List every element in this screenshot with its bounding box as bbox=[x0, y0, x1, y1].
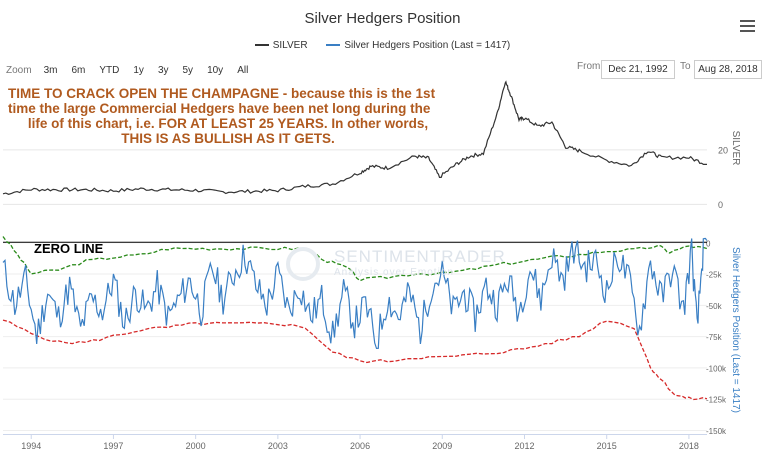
range-from-input[interactable]: Dec 21, 1992 bbox=[601, 60, 675, 79]
zoom-button-5y[interactable]: 5y bbox=[176, 63, 200, 78]
x-tick-label: 2006 bbox=[350, 441, 370, 451]
x-tick-label: 2009 bbox=[432, 441, 452, 451]
hedgers-y-tick-label: -150k bbox=[706, 427, 727, 436]
zoom-button-3m[interactable]: 3m bbox=[37, 63, 64, 78]
legend-item-hedgers[interactable]: Silver Hedgers Position (Last = 1417) bbox=[326, 40, 510, 51]
legend: SILVER Silver Hedgers Position (Last = 1… bbox=[0, 38, 765, 51]
range-to-input[interactable]: Aug 28, 2018 bbox=[694, 60, 762, 79]
zoom-button-ytd[interactable]: YTD bbox=[93, 63, 126, 78]
hedgers-y-tick-label: -75k bbox=[706, 333, 723, 342]
hedgers-y-tick-label: -25k bbox=[706, 271, 723, 280]
annotation-line-1: TIME TO CRACK OPEN THE CHAMPAGNE - becau… bbox=[8, 86, 436, 101]
chart-title: Silver Hedgers Position bbox=[304, 10, 461, 27]
annotation-line-2: time the large Commercial Hedgers have b… bbox=[8, 101, 431, 116]
legend-label-silver: SILVER bbox=[272, 39, 308, 51]
silver-y-tick-label: 0 bbox=[718, 200, 723, 210]
watermark-title: SENTIMENTRADER bbox=[334, 247, 506, 266]
x-tick-label: 1997 bbox=[103, 441, 123, 451]
legend-label-hedgers: Silver Hedgers Position (Last = 1417) bbox=[344, 39, 511, 51]
x-tick-label: 2015 bbox=[597, 441, 617, 451]
annotation-line-4: THIS IS AS BULLISH AS IT GETS. bbox=[121, 131, 335, 146]
hamburger-menu-icon[interactable] bbox=[740, 20, 755, 32]
silver-axis-label: SILVER bbox=[730, 131, 741, 166]
zoom-button-6m[interactable]: 6m bbox=[65, 63, 92, 78]
x-tick-label: 2003 bbox=[268, 441, 288, 451]
legend-swatch-hedgers bbox=[326, 44, 341, 46]
x-tick-label: 1994 bbox=[21, 441, 41, 451]
upper-band-green-dashed bbox=[2, 236, 708, 282]
zoom-button-all[interactable]: All bbox=[231, 63, 255, 78]
zoom-button-1y[interactable]: 1y bbox=[127, 63, 150, 78]
hedgers-y-tick-label: -50k bbox=[706, 302, 723, 311]
watermark-logo-icon bbox=[286, 247, 320, 281]
silver-price-line bbox=[2, 80, 708, 195]
range-to-label: To bbox=[680, 61, 691, 72]
silver-y-tick-label: 20 bbox=[718, 145, 728, 155]
hedgers-y-tick-label: -100k bbox=[706, 364, 727, 373]
hedgers-position-line bbox=[2, 237, 708, 350]
lower-band-red-dashed bbox=[2, 319, 708, 401]
x-tick-label: 2018 bbox=[679, 441, 699, 451]
sentimentrader-watermark: SENTIMENTRADER Analysis over Emotion bbox=[286, 247, 506, 281]
annotation-line-3: life of this chart, i.e. FOR AT LEAST 25… bbox=[27, 116, 429, 131]
hedgers-axis-label: Silver Hedgers Position (Last = 1417) bbox=[730, 247, 741, 413]
x-tick-label: 2000 bbox=[186, 441, 206, 451]
hedgers-y-tick-label: 0 bbox=[706, 239, 711, 248]
zoom-button-3y[interactable]: 3y bbox=[151, 63, 175, 78]
legend-swatch-silver bbox=[254, 44, 269, 46]
range-from-label: From bbox=[577, 61, 601, 72]
zoom-button-10y[interactable]: 10y bbox=[201, 63, 230, 78]
annotation-text: TIME TO CRACK OPEN THE CHAMPAGNE - becau… bbox=[8, 86, 448, 146]
zoom-bar: Zoom 3m 6m YTD 1y 3y 5y 10y All bbox=[6, 63, 256, 78]
watermark-subtitle: Analysis over Emotion bbox=[334, 267, 454, 278]
zero-line-label: ZERO LINE bbox=[34, 241, 104, 256]
hedgers-y-tick-label: -125k bbox=[706, 396, 727, 405]
legend-item-silver[interactable]: SILVER bbox=[254, 39, 308, 51]
zoom-label: Zoom bbox=[6, 65, 32, 76]
x-tick-label: 2012 bbox=[514, 441, 534, 451]
